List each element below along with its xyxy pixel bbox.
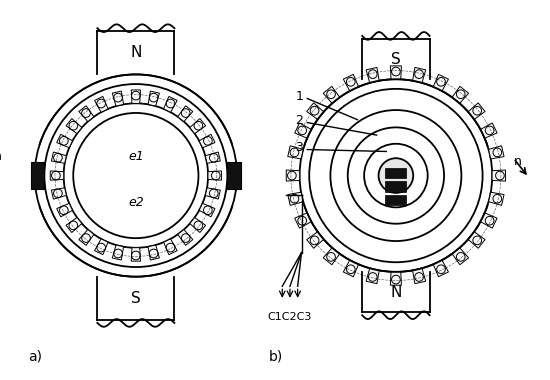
Bar [227,162,241,189]
Polygon shape [286,170,300,181]
Polygon shape [205,152,221,163]
Polygon shape [57,203,73,217]
Text: b): b) [269,349,283,363]
Polygon shape [295,213,311,228]
Text: 3: 3 [295,141,304,154]
Polygon shape [366,268,379,284]
Polygon shape [323,248,340,265]
Polygon shape [66,217,82,233]
Polygon shape [288,146,303,159]
Polygon shape [343,74,359,91]
Text: C1C2C3: C1C2C3 [268,312,312,322]
Polygon shape [390,272,402,285]
Polygon shape [57,134,73,148]
Bar [386,195,406,206]
Polygon shape [307,232,324,248]
Polygon shape [199,203,215,217]
Text: N: N [390,285,402,299]
Polygon shape [148,91,160,106]
Text: a): a) [28,349,42,363]
Polygon shape [468,232,485,248]
Text: n: n [0,150,2,163]
Text: N: N [130,45,141,60]
Polygon shape [323,86,340,103]
Polygon shape [492,170,505,181]
Polygon shape [412,67,426,83]
Text: 1: 1 [295,90,304,103]
Bar [31,162,45,189]
Polygon shape [190,217,206,233]
Bar [386,168,406,179]
Polygon shape [95,239,108,255]
Circle shape [378,158,413,193]
Polygon shape [95,97,108,112]
Polygon shape [481,213,497,228]
Text: S: S [391,52,401,66]
Polygon shape [178,230,193,245]
Polygon shape [433,260,448,277]
Bar [386,181,406,192]
Polygon shape [205,188,221,199]
Polygon shape [481,123,497,138]
Polygon shape [79,230,94,245]
Polygon shape [468,103,485,119]
Polygon shape [50,171,64,180]
Text: S: S [131,291,141,306]
Text: e2: e2 [128,196,144,209]
Polygon shape [412,268,426,284]
Polygon shape [390,66,402,79]
Polygon shape [452,86,469,103]
Polygon shape [178,106,193,122]
Polygon shape [51,152,67,163]
Polygon shape [433,74,448,91]
Polygon shape [295,123,311,138]
Polygon shape [164,97,177,112]
Polygon shape [51,188,67,199]
Polygon shape [452,248,469,265]
Polygon shape [112,245,124,260]
Polygon shape [208,171,222,180]
Text: e1: e1 [128,150,144,163]
Polygon shape [190,119,206,134]
Polygon shape [66,119,82,134]
Polygon shape [366,67,379,83]
Polygon shape [288,192,303,205]
Polygon shape [307,103,324,119]
Polygon shape [131,248,140,261]
Polygon shape [199,134,215,148]
Polygon shape [131,90,140,103]
Polygon shape [343,260,359,277]
Polygon shape [488,192,504,205]
Polygon shape [148,245,160,260]
Text: n: n [513,155,521,168]
Polygon shape [164,239,177,255]
Text: 2: 2 [295,114,304,127]
Polygon shape [112,91,124,106]
Polygon shape [488,146,504,159]
Polygon shape [79,106,94,122]
